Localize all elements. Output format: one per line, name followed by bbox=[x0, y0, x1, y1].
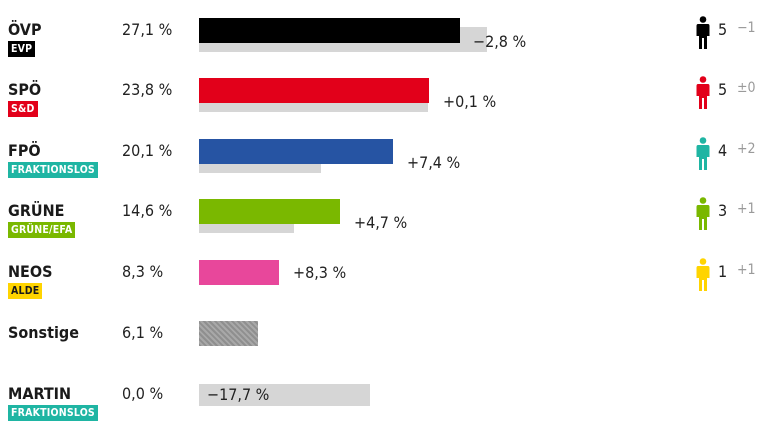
vote-share-label: 27,1 % bbox=[122, 20, 173, 39]
party-name: GRÜNE bbox=[8, 201, 65, 220]
change-label: +0,1 % bbox=[443, 92, 497, 111]
party-name: Sonstige bbox=[8, 323, 79, 342]
party-row-5: Sonstige 6,1 % bbox=[0, 321, 767, 383]
party-row-1: SPÖ S&D 23,8 % +0,1 % 5 ±0 bbox=[0, 76, 767, 140]
party-name: SPÖ bbox=[8, 80, 42, 99]
seat-count: 5 bbox=[718, 20, 728, 39]
seat-change: +2 bbox=[737, 141, 756, 157]
current-result-bar bbox=[199, 139, 393, 164]
group-badge: GRÜNE/EFA bbox=[8, 222, 76, 238]
seat-count: 5 bbox=[718, 80, 728, 99]
party-row-3: GRÜNE GRÜNE/EFA 14,6 % +4,7 % 3 +1 bbox=[0, 197, 767, 261]
party-name: FPÖ bbox=[8, 141, 41, 160]
party-name: ÖVP bbox=[8, 20, 42, 39]
party-name: MARTIN bbox=[8, 384, 72, 403]
person-icon bbox=[696, 16, 710, 49]
party-row-0: ÖVP EVP 27,1 % −2,8 % 5 −1 bbox=[0, 16, 767, 80]
party-row-2: FPÖ FRAKTIONSLOS 20,1 % +7,4 % 4 +2 bbox=[0, 137, 767, 201]
vote-share-label: 8,3 % bbox=[122, 262, 164, 281]
seat-change: +1 bbox=[737, 262, 756, 278]
person-icon bbox=[696, 76, 710, 109]
person-icon bbox=[696, 258, 710, 291]
vote-share-label: 14,6 % bbox=[122, 201, 173, 220]
seat-count: 1 bbox=[718, 262, 728, 281]
vote-share-label: 0,0 % bbox=[122, 384, 164, 403]
vote-share-label: 6,1 % bbox=[122, 323, 164, 342]
current-result-bar bbox=[199, 321, 258, 346]
group-badge: S&D bbox=[8, 101, 38, 117]
current-result-bar bbox=[199, 78, 429, 103]
current-result-bar bbox=[199, 18, 460, 43]
change-label: −2,8 % bbox=[473, 32, 527, 51]
group-badge: ALDE bbox=[8, 283, 43, 299]
group-badge: EVP bbox=[8, 41, 36, 57]
previous-result-bar bbox=[199, 384, 370, 406]
vote-share-label: 23,8 % bbox=[122, 80, 173, 99]
change-label: +7,4 % bbox=[407, 153, 461, 172]
change-label: +4,7 % bbox=[354, 213, 408, 232]
current-result-bar bbox=[199, 260, 279, 285]
seat-count: 4 bbox=[718, 141, 728, 160]
current-result-bar bbox=[199, 199, 340, 224]
vote-share-label: 20,1 % bbox=[122, 141, 173, 160]
party-name: NEOS bbox=[8, 262, 53, 281]
group-badge: FRAKTIONSLOS bbox=[8, 405, 98, 421]
seat-change: −1 bbox=[737, 20, 756, 36]
party-row-6: MARTIN FRAKTIONSLOS 0,0 % −17,7 % bbox=[0, 384, 767, 444]
party-row-4: NEOS ALDE 8,3 % +8,3 % 1 +1 bbox=[0, 258, 767, 322]
seat-change: +1 bbox=[737, 201, 756, 217]
seat-count: 3 bbox=[718, 201, 728, 220]
change-label: −17,7 % bbox=[207, 385, 270, 404]
change-label: +8,3 % bbox=[293, 263, 347, 282]
group-badge: FRAKTIONSLOS bbox=[8, 162, 98, 178]
seat-change: ±0 bbox=[737, 80, 756, 96]
person-icon bbox=[696, 197, 710, 230]
person-icon bbox=[696, 137, 710, 170]
